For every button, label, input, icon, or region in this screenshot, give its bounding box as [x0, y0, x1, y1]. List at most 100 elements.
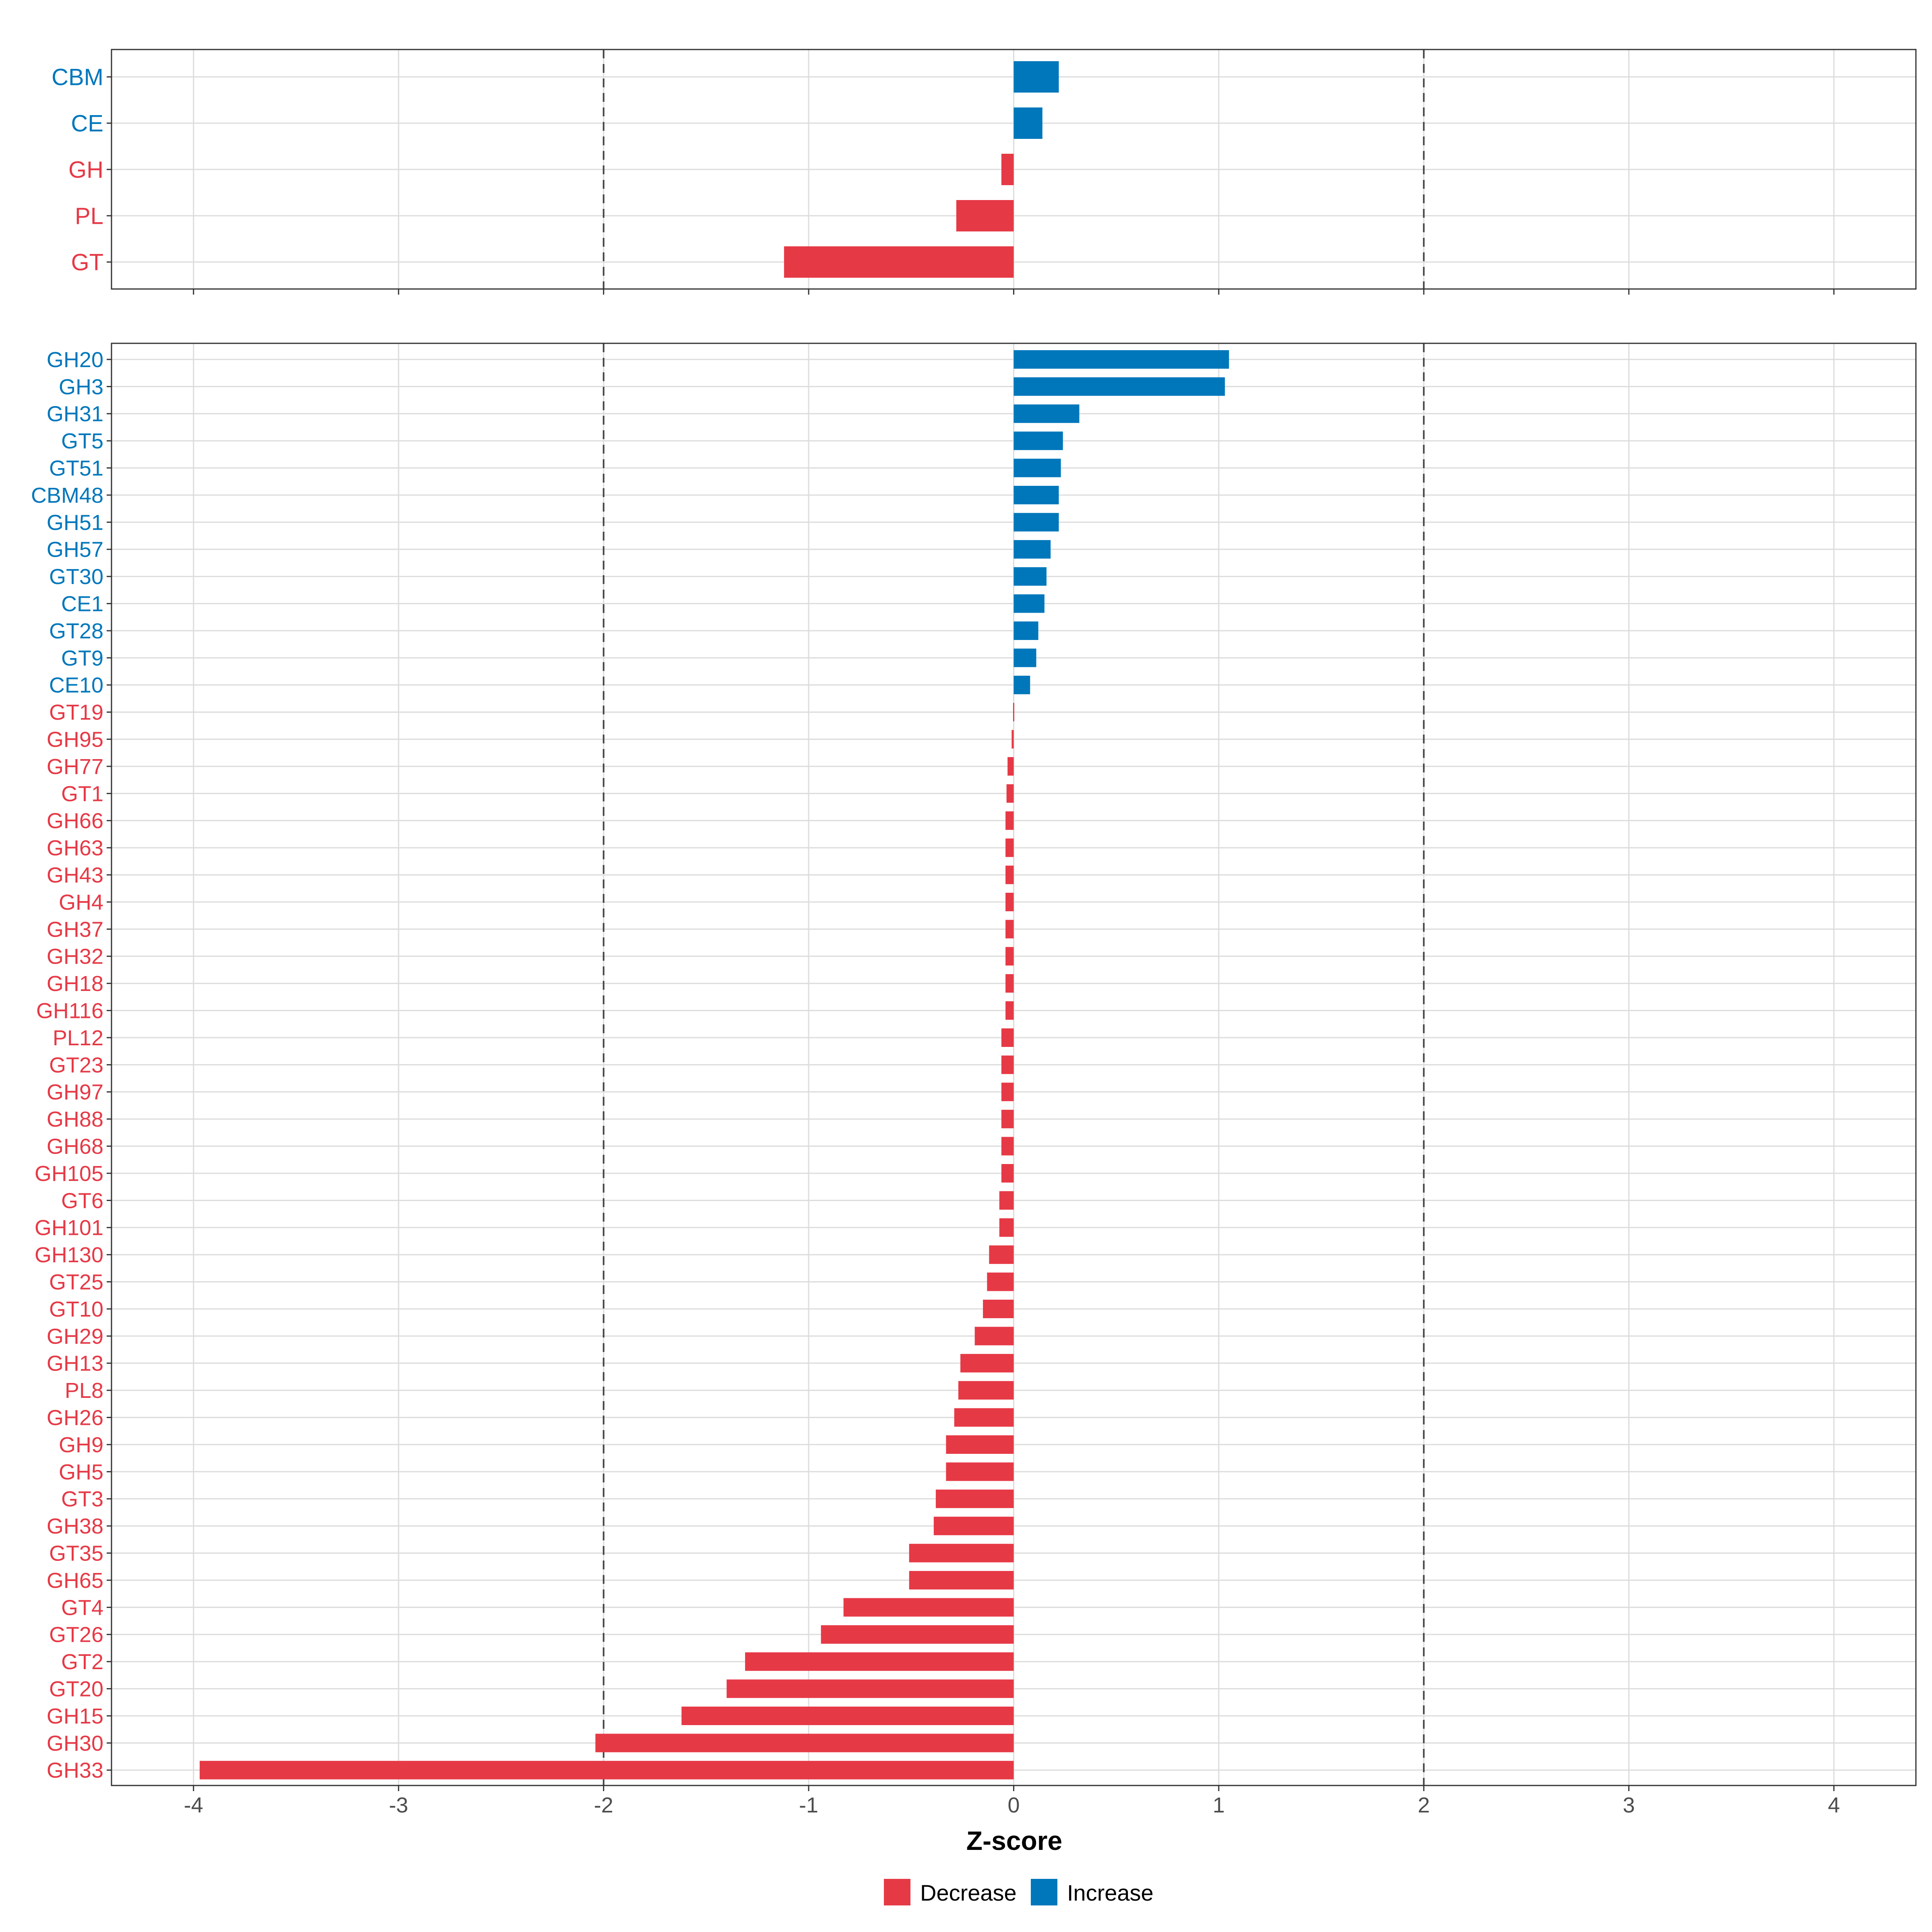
- bar-GH20: [1013, 350, 1229, 369]
- bar-GT51: [1013, 458, 1061, 477]
- category-label-GT5: GT5: [61, 429, 103, 453]
- category-label-GH68: GH68: [47, 1135, 103, 1159]
- category-label-GH3: GH3: [59, 375, 103, 399]
- bar-GH26: [954, 1408, 1014, 1427]
- category-label-GT19: GT19: [49, 700, 103, 724]
- category-label-GT: GT: [71, 249, 103, 275]
- bar-GT30: [1013, 567, 1047, 586]
- bar-PL12: [1001, 1028, 1014, 1047]
- bar-GH57: [1013, 540, 1051, 559]
- bar-GH95: [1011, 730, 1014, 749]
- bar-GH38: [933, 1517, 1014, 1536]
- category-label-GT30: GT30: [49, 565, 103, 589]
- category-label-PL8: PL8: [65, 1379, 103, 1403]
- bar-GT6: [999, 1191, 1014, 1210]
- category-label-GT20: GT20: [49, 1677, 103, 1701]
- x-tick-label-1: 1: [1213, 1793, 1225, 1817]
- category-label-GH5: GH5: [59, 1460, 103, 1484]
- bar-CBM: [1013, 61, 1059, 93]
- category-label-GT3: GT3: [61, 1487, 103, 1511]
- bar-GH51: [1013, 513, 1059, 532]
- category-label-GH29: GH29: [47, 1324, 103, 1348]
- legend-label-increase: Increase: [1067, 1880, 1154, 1905]
- bar-GT20: [727, 1679, 1014, 1698]
- bar-GT1: [1006, 784, 1014, 803]
- bar-GH101: [999, 1218, 1014, 1237]
- x-axis: -4 -3 -2 -1 0 1 2 3 4: [184, 1793, 1840, 1817]
- category-label-GT10: GT10: [49, 1297, 103, 1321]
- bar-GH13: [960, 1354, 1014, 1373]
- category-label-GH105: GH105: [35, 1162, 103, 1186]
- bar-CE10: [1013, 675, 1030, 694]
- category-label-GH66: GH66: [47, 809, 103, 833]
- bar-GH116: [1005, 1001, 1014, 1020]
- category-label-GT35: GT35: [49, 1542, 103, 1566]
- category-label-GH101: GH101: [35, 1216, 103, 1240]
- bar-GH30: [595, 1734, 1014, 1752]
- category-label-GH33: GH33: [47, 1759, 103, 1783]
- bar-GH97: [1001, 1082, 1014, 1101]
- category-label-GH26: GH26: [47, 1406, 103, 1430]
- x-tick-label--2: -2: [594, 1793, 613, 1817]
- category-label-PL: PL: [75, 203, 103, 229]
- category-label-GT25: GT25: [49, 1270, 103, 1294]
- bar-GH15: [681, 1707, 1014, 1725]
- category-label-CE: CE: [71, 110, 103, 136]
- category-label-GH51: GH51: [47, 510, 103, 535]
- category-label-GH43: GH43: [47, 863, 103, 888]
- category-label-GT23: GT23: [49, 1053, 103, 1077]
- category-label-GH4: GH4: [59, 890, 103, 914]
- x-tick-label-2: 2: [1418, 1793, 1430, 1817]
- bar-GH9: [946, 1435, 1014, 1454]
- category-label-GT2: GT2: [61, 1650, 103, 1674]
- bar-GH37: [1005, 920, 1014, 939]
- panel-class: CBM CE GH PL GT: [52, 49, 1917, 295]
- category-label-GT1: GT1: [61, 782, 103, 806]
- category-label-GH63: GH63: [47, 836, 103, 860]
- bar-GT19: [1013, 703, 1014, 722]
- category-label-GT9: GT9: [61, 646, 103, 670]
- x-tick-label-4: 4: [1828, 1793, 1840, 1817]
- bar-CE1: [1013, 594, 1044, 613]
- bar-CBM48: [1013, 486, 1059, 504]
- bar-GT9: [1013, 648, 1036, 667]
- bar-GT23: [1001, 1055, 1014, 1074]
- bar-GH88: [1001, 1110, 1014, 1129]
- category-label-GH95: GH95: [47, 728, 103, 752]
- category-label-GT4: GT4: [61, 1596, 103, 1620]
- x-tick-label-3: 3: [1623, 1793, 1635, 1817]
- x-tick-label--3: -3: [389, 1793, 408, 1817]
- bar-GH18: [1005, 974, 1014, 993]
- category-label-GH57: GH57: [47, 538, 103, 562]
- bar-CE: [1013, 107, 1042, 139]
- category-label-GH30: GH30: [47, 1731, 103, 1755]
- category-label-CE1: CE1: [61, 592, 103, 616]
- category-label-GH18: GH18: [47, 972, 103, 996]
- x-tick-label-0: 0: [1007, 1793, 1020, 1817]
- bar-GH31: [1013, 404, 1080, 423]
- legend: Decrease Increase: [884, 1879, 1154, 1905]
- category-label-GT28: GT28: [49, 619, 103, 643]
- bar-GT5: [1013, 431, 1063, 450]
- category-label-PL12: PL12: [53, 1026, 103, 1050]
- bar-GH: [1001, 154, 1014, 185]
- bar-GT3: [935, 1489, 1014, 1508]
- category-label-CBM: CBM: [52, 64, 103, 90]
- x-tick-label--4: -4: [184, 1793, 203, 1817]
- category-label-GH32: GH32: [47, 945, 103, 969]
- category-label-GT26: GT26: [49, 1623, 103, 1647]
- category-label-GH20: GH20: [47, 348, 103, 372]
- bar-GH3: [1013, 377, 1225, 396]
- category-label-GH9: GH9: [59, 1433, 103, 1457]
- bar-PL8: [958, 1381, 1014, 1400]
- bar-GT4: [843, 1598, 1014, 1617]
- legend-label-decrease: Decrease: [920, 1880, 1017, 1905]
- bar-GH33: [200, 1761, 1014, 1779]
- bar-GH29: [974, 1327, 1014, 1346]
- category-label-GH77: GH77: [47, 755, 103, 779]
- bar-GT2: [745, 1652, 1014, 1671]
- bar-GH5: [946, 1462, 1014, 1481]
- legend-swatch-increase: [1031, 1879, 1057, 1905]
- bar-GT10: [983, 1300, 1014, 1318]
- bar-GH32: [1005, 947, 1014, 966]
